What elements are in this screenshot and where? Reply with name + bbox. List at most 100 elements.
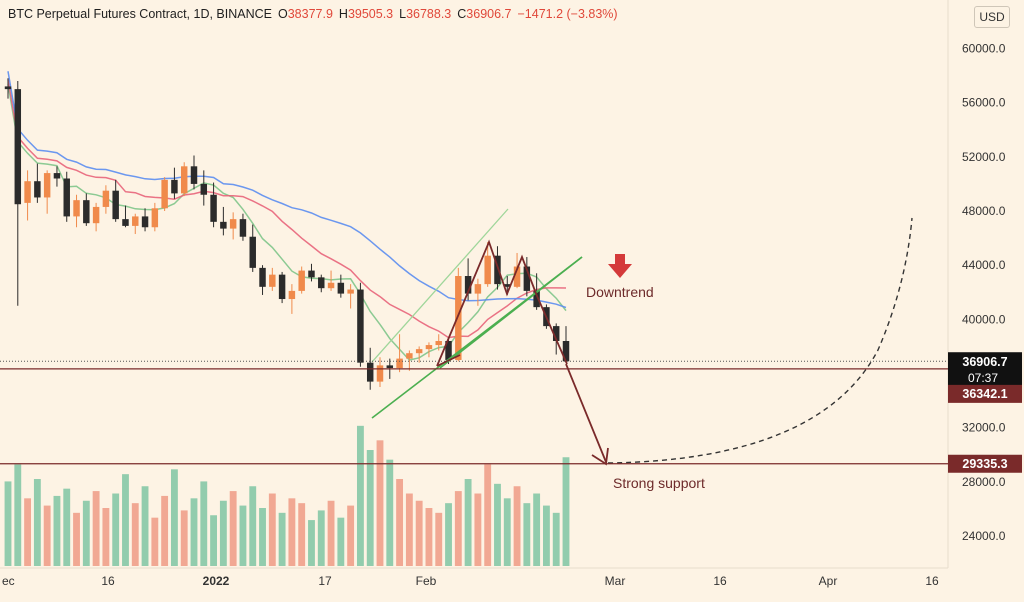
volume-bar	[249, 486, 257, 566]
candle-body	[386, 365, 394, 369]
volume-bar	[239, 505, 247, 566]
candle-body	[180, 166, 188, 194]
x-tick-label-1: 16	[101, 574, 115, 588]
y-tick-label-5: 40000.0	[962, 312, 1006, 326]
volume-bar	[523, 503, 531, 566]
ma-slow-line	[7, 71, 567, 309]
candle-body	[455, 276, 462, 360]
volume-bar	[219, 500, 227, 566]
volume-bar	[533, 493, 541, 566]
candle-body	[435, 341, 442, 346]
x-tick-label-8: 16	[925, 574, 939, 588]
volume-bar	[33, 479, 41, 566]
candle-body	[151, 208, 159, 228]
symbol-title: BTC Perpetual Futures Contract, 1D, BINA…	[8, 7, 272, 21]
candle-body	[298, 270, 305, 291]
close-value: 36906.7	[466, 7, 512, 21]
volume-bar	[259, 508, 266, 566]
volume-bar	[474, 493, 482, 566]
volume-bar	[63, 488, 71, 566]
volume-bar	[288, 498, 296, 566]
candle-body	[357, 289, 364, 363]
channel-upper-line	[371, 208, 509, 363]
candle-body	[533, 290, 540, 308]
high-value: 39505.3	[347, 7, 394, 21]
volume-bar	[43, 505, 51, 566]
volume-bar	[542, 505, 550, 566]
volume-bar	[24, 498, 32, 566]
y-tick-label-0: 60000.0	[962, 42, 1006, 56]
candle-body	[376, 365, 384, 382]
candle-body	[494, 255, 501, 285]
candle-body	[347, 289, 354, 294]
volume-bar	[366, 450, 374, 566]
volume-bar	[161, 495, 169, 566]
candle-body	[278, 274, 286, 300]
y-tick-label-6: 32000.0	[962, 421, 1006, 435]
strong-support-label: Strong support	[613, 475, 705, 491]
channel-mid-line	[439, 256, 583, 369]
volume-bar	[386, 459, 394, 566]
volume-bar	[425, 508, 433, 566]
y-tick-label-3: 48000.0	[962, 204, 1006, 218]
candle-body	[122, 219, 129, 226]
open-value: 38377.9	[287, 7, 333, 21]
candle-body	[396, 358, 403, 369]
support-price-value-2: 29335.3	[962, 457, 1007, 471]
volume-bar	[210, 515, 218, 566]
candle-body	[229, 219, 237, 229]
double-top-pattern	[436, 239, 568, 367]
volume-bar	[53, 495, 61, 566]
volume-bar	[454, 491, 462, 566]
candle-body	[288, 290, 296, 300]
support-price-badge-1	[948, 384, 1022, 403]
countdown-value: 07:37	[968, 371, 998, 385]
high-label: H	[338, 7, 348, 21]
candle-body	[4, 86, 12, 90]
close-label: C	[457, 7, 467, 21]
volume-bar	[229, 491, 237, 566]
candle-body	[14, 89, 22, 205]
volume-bar	[308, 520, 315, 566]
volume-bar	[415, 500, 423, 566]
ma-mid-line	[7, 79, 567, 339]
y-tick-label-2: 52000.0	[962, 150, 1006, 164]
open-label: O	[277, 7, 288, 21]
candle-body	[73, 200, 80, 217]
ma-fast-line	[7, 84, 567, 361]
candle-body	[484, 255, 491, 285]
volume-bar	[376, 440, 384, 566]
low-label: L	[399, 7, 407, 21]
candle-body	[269, 274, 276, 287]
candle-body	[43, 173, 51, 198]
volume-bar	[484, 464, 492, 566]
support-price-value-1: 36342.1	[962, 387, 1007, 401]
candle-body	[513, 266, 521, 287]
candle-body	[337, 282, 345, 294]
candle-body	[445, 341, 452, 360]
candle-body	[200, 183, 208, 195]
chart-header: BTC Perpetual Futures Contract, 1D, BINA…	[8, 7, 618, 21]
downtrend-arrow-icon	[615, 254, 625, 265]
change-value: −1471.2 (−3.83%)	[517, 7, 618, 21]
volume-bar	[464, 479, 472, 566]
candle-body	[474, 284, 482, 294]
volume-bar	[122, 474, 129, 566]
volume-bar	[356, 425, 364, 566]
x-tick-label-7: Apr	[819, 574, 838, 588]
candle-body	[161, 179, 168, 209]
candle-body	[102, 190, 110, 207]
volume-bar	[180, 510, 188, 566]
candle-body	[239, 219, 247, 237]
candle-body	[552, 326, 560, 341]
volume-bar	[131, 503, 139, 566]
volume-bar	[102, 508, 110, 566]
volume-bar	[190, 498, 198, 566]
volume-bar	[562, 457, 570, 566]
recovery-dashed-curve	[607, 217, 913, 464]
currency-button[interactable]: USD	[974, 6, 1010, 28]
volume-bar	[14, 464, 22, 566]
volume-bar	[268, 493, 276, 566]
